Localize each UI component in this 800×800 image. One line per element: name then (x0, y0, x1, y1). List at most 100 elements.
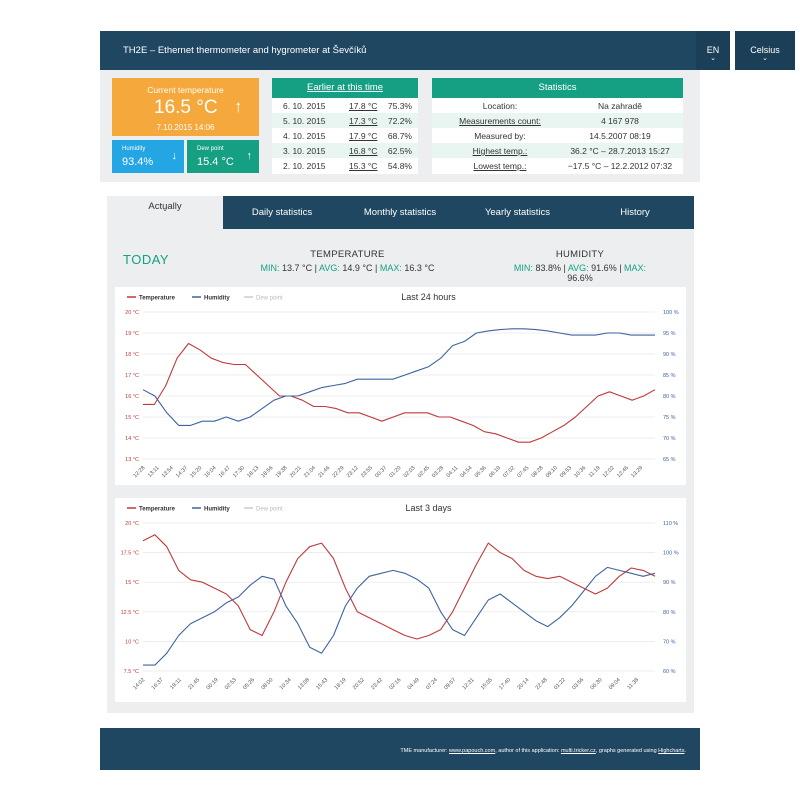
min-value: 83.8% (535, 263, 561, 273)
x-tick: 04:11 (446, 465, 460, 479)
y-tick-left: 14 °C (125, 436, 139, 442)
statistics-key: Location: (482, 101, 518, 111)
y-tick-right: 70 % (663, 436, 676, 442)
x-tick: 15:43 (315, 677, 329, 691)
x-tick: 23:12 (346, 465, 360, 479)
y-tick-left: 20 °C (125, 521, 139, 527)
x-tick: 15:20 (189, 465, 203, 479)
chart-svg: Last 3 days Temperature Humidity Dew point 2… (121, 503, 679, 691)
x-tick: 21:04 (303, 465, 317, 479)
statistics-key[interactable]: Lowest temp.: (473, 161, 527, 171)
x-tick: 09:53 (559, 465, 573, 479)
x-tick: 02:16 (388, 677, 402, 691)
earlier-temp-link[interactable]: 16.8 °C (349, 146, 378, 156)
earlier-temp-link[interactable]: 17.9 °C (349, 131, 378, 141)
tab-yearly-statistics[interactable]: Yearly statistics (459, 196, 576, 229)
temperature-summary-line: MIN: 13.7 °C | AVG: 14.9 °C | MAX: 16.3 … (260, 263, 435, 273)
statistics-value: 4 167 978 (601, 116, 639, 126)
y-tick-right: 100 % (663, 310, 679, 316)
highcharts-link[interactable]: Highcharts (658, 748, 685, 754)
arrow-up-icon: ↑ (234, 97, 243, 116)
y-tick-right: 90 % (663, 580, 676, 586)
statistics-key[interactable]: Highest temp.: (472, 146, 528, 156)
x-tick: 13:08 (297, 677, 311, 691)
y-tick-right: 85 % (663, 373, 676, 379)
y-tick-left: 17.5 °C (121, 551, 139, 557)
earlier-date: 2. 10. 2015 (283, 161, 326, 171)
earlier-row: 3. 10. 2015 16.8 °C 62.5% (272, 143, 418, 158)
earlier-title-link[interactable]: Earlier at this time (306, 82, 384, 93)
earlier-date: 3. 10. 2015 (283, 146, 326, 156)
y-tick-right: 70 % (663, 639, 676, 645)
x-tick: 11:38 (626, 677, 640, 691)
earlier-date: 5. 10. 2015 (283, 116, 326, 126)
y-tick-left: 16 °C (125, 394, 139, 400)
y-tick-left: 12.5 °C (121, 610, 139, 616)
legend-item: Temperature (139, 296, 176, 302)
earlier-temp-link[interactable]: 17.3 °C (349, 116, 378, 126)
chart-last-24-hours: Last 24 hours Temperature Humidity Dew poin… (115, 287, 686, 485)
x-tick: 02:45 (417, 465, 431, 479)
statistics-value: 36.2 °C – 28.7.2013 15:27 (570, 146, 670, 156)
avg-label: AVG: (567, 263, 589, 273)
y-tick-right: 95 % (663, 331, 676, 337)
x-tick: 12:02 (602, 465, 616, 479)
chart-last-3-days: Last 3 days Temperature Humidity Dew point 2… (115, 498, 686, 702)
current-temperature-value: 16.5 °C (154, 97, 218, 118)
y-tick-right: 75 % (663, 415, 676, 421)
footer: TME manufacturer: www.papouch.com, autho… (100, 728, 700, 770)
y-tick-left: 15 °C (125, 415, 139, 421)
y-tick-right: 100 % (663, 551, 679, 557)
x-tick: 13:29 (630, 465, 644, 479)
earlier-row: 4. 10. 2015 17.9 °C 68.7% (272, 128, 418, 143)
language-select[interactable]: EN ⌄ (696, 31, 730, 70)
y-tick-left: 18 °C (125, 352, 139, 358)
avg-label: AVG: (319, 263, 340, 273)
x-tick: 00:19 (206, 677, 220, 691)
chevron-down-icon: ⌄ (710, 55, 716, 62)
x-tick: 03:56 (571, 677, 585, 691)
y-tick-left: 10 °C (125, 639, 139, 645)
humidity-label: Humidity (122, 146, 146, 152)
x-tick: 20:21 (289, 465, 303, 479)
avg-value: 91.6% (591, 263, 617, 273)
statistics-row: Measurements count: 4 167 978 (432, 113, 683, 128)
papouch-link[interactable]: www.papouch.com (449, 748, 496, 754)
statistics-table: Statistics Location: Na zahradě Measuremen… (432, 78, 683, 174)
current-temperature-card: Current temperature 16.5 °C ↑ 7.10.2015 … (112, 78, 259, 136)
tab-monthly-statistics[interactable]: Monthly statistics (341, 196, 459, 229)
statistics-key[interactable]: Measurements count: (459, 116, 541, 126)
x-tick: 18:19 (334, 677, 348, 691)
y-tick-left: 15 °C (125, 580, 139, 586)
x-tick: 19:38 (275, 465, 289, 479)
statistics-row: Highest temp.: 36.2 °C – 28.7.2013 15:27 (432, 143, 683, 158)
legend-item: Temperature (139, 507, 176, 513)
unit-select[interactable]: Celsius ⌄ (735, 31, 795, 70)
x-tick: 07:45 (516, 465, 530, 479)
x-tick: 18:13 (246, 465, 260, 479)
tab-history[interactable]: History (576, 196, 694, 229)
tab-actually[interactable]: Actually ⌄ (107, 196, 223, 229)
temperature-series-line (143, 342, 656, 443)
earlier-temp-link[interactable]: 17.8 °C (349, 101, 378, 111)
y-tick-right: 80 % (663, 394, 676, 400)
arrow-up-icon: ↑ (246, 150, 253, 162)
earlier-humidity: 75.3% (387, 101, 412, 111)
x-tick: 13:11 (147, 465, 161, 479)
legend-item: Humidity (204, 296, 230, 302)
x-tick: 17:40 (498, 677, 512, 691)
tab-daily-statistics[interactable]: Daily statistics (223, 196, 341, 229)
earlier-temp-link[interactable]: 15.3 °C (349, 161, 378, 171)
x-tick: 15:05 (480, 677, 494, 691)
x-tick: 09:04 (608, 677, 622, 691)
x-tick: 04:54 (460, 465, 474, 479)
x-tick: 10:36 (573, 465, 587, 479)
current-temperature-time: 7.10.2015 14:06 (156, 123, 215, 132)
earlier-humidity: 68.7% (387, 131, 412, 141)
author-link[interactable]: multi.tricker.cz (560, 748, 596, 754)
x-tick: 06:19 (488, 465, 502, 479)
x-tick: 22:48 (535, 677, 549, 691)
x-tick: 22:29 (332, 465, 346, 479)
statistics-row: Measured by: 14.5.2007 08:19 (432, 128, 683, 143)
